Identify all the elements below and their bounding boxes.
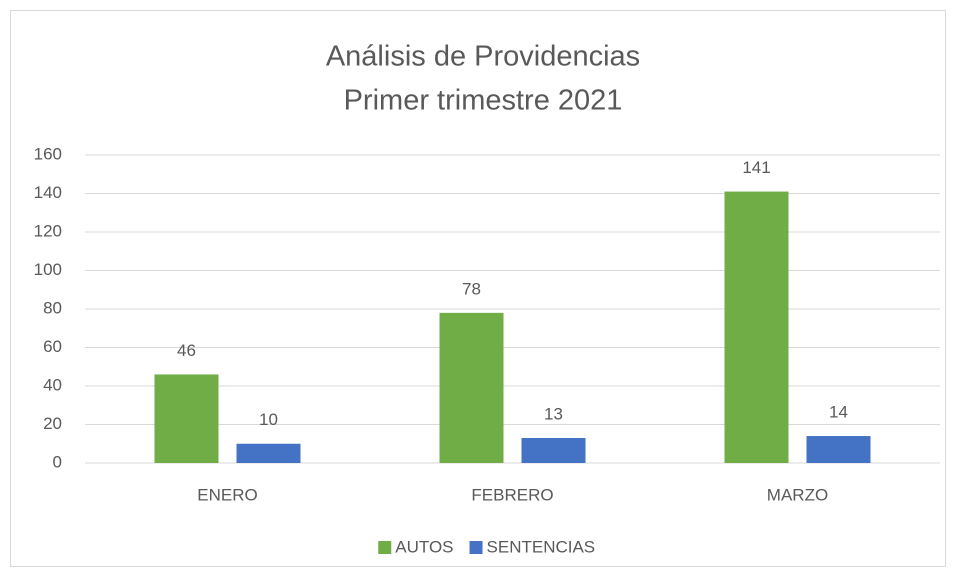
y-tick-label: 60 (43, 337, 62, 356)
bar (724, 191, 789, 463)
data-label: 78 (462, 279, 481, 298)
data-label: 13 (544, 404, 563, 423)
bar (806, 436, 871, 463)
bar (521, 437, 586, 463)
legend-swatch (469, 541, 483, 554)
y-tick-label: 40 (43, 375, 62, 394)
legend-label: SENTENCIAS (487, 537, 596, 556)
bar (236, 443, 301, 463)
legend-label: AUTOS (395, 537, 453, 556)
data-label: 141 (742, 158, 770, 177)
chart-subtitle: Primer trimestre 2021 (344, 85, 623, 117)
x-tick-label: ENERO (197, 485, 257, 504)
legend-swatch (378, 541, 392, 554)
x-tick-label: FEBRERO (471, 485, 553, 504)
y-tick-label: 80 (43, 298, 62, 317)
chart-border (10, 10, 946, 567)
x-tick-label: MARZO (767, 485, 828, 504)
y-tick-label: 0 (53, 452, 62, 471)
data-label: 46 (177, 341, 196, 360)
bar (439, 312, 504, 463)
y-tick-label: 160 (34, 144, 62, 163)
y-tick-label: 100 (34, 260, 62, 279)
bar (154, 374, 219, 463)
data-label: 14 (829, 403, 848, 422)
chart-title: Análisis de Providencias (326, 41, 640, 73)
y-tick-label: 120 (34, 221, 62, 240)
data-label: 10 (259, 410, 278, 429)
y-tick-label: 20 (43, 414, 62, 433)
y-tick-label: 140 (34, 183, 62, 202)
